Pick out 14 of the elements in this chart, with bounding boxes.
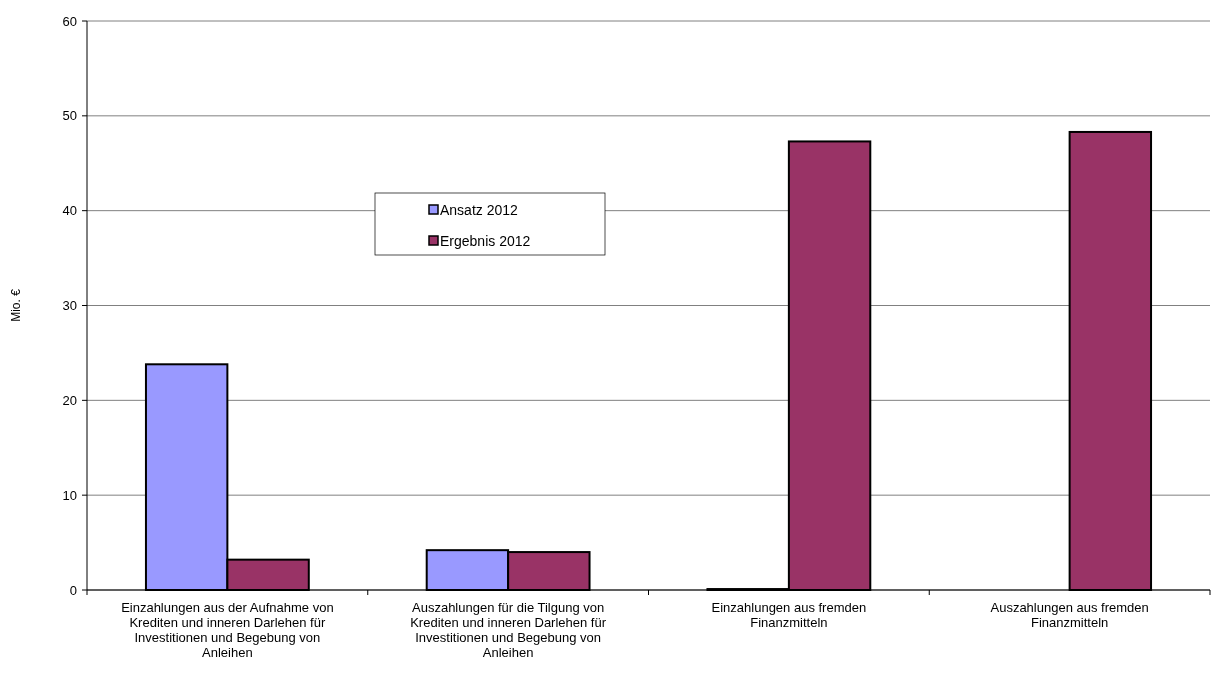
legend-label: Ansatz 2012 <box>440 201 519 218</box>
y-tick-label: 20 <box>62 392 77 408</box>
y-tick-label: 0 <box>69 582 77 598</box>
y-tick-label: 50 <box>62 108 77 124</box>
x-tick-label: Einzahlungen aus der Aufnahme von Krediten und inneren Darlehen für Investitionen und Begebung von Anleihen <box>121 600 334 660</box>
x-tick-label: Einzahlungen aus fremden Finanzmitteln <box>711 600 867 630</box>
y-tick-label: 10 <box>62 487 77 503</box>
y-tick-label: 60 <box>62 13 77 29</box>
y-axis-title: Mio. € <box>9 288 23 322</box>
y-tick-label: 30 <box>62 298 77 314</box>
x-tick-label: Auszahlungen für die Tilgung von Krediten und inneren Darlehen für Investitionen und Begebung von Anleihen <box>410 600 607 660</box>
x-tick-label: Auszahlungen aus fremden Finanzmitteln <box>990 600 1149 630</box>
y-tick-label: 40 <box>62 203 77 219</box>
legend-label: Ergebnis 2012 <box>440 232 531 249</box>
